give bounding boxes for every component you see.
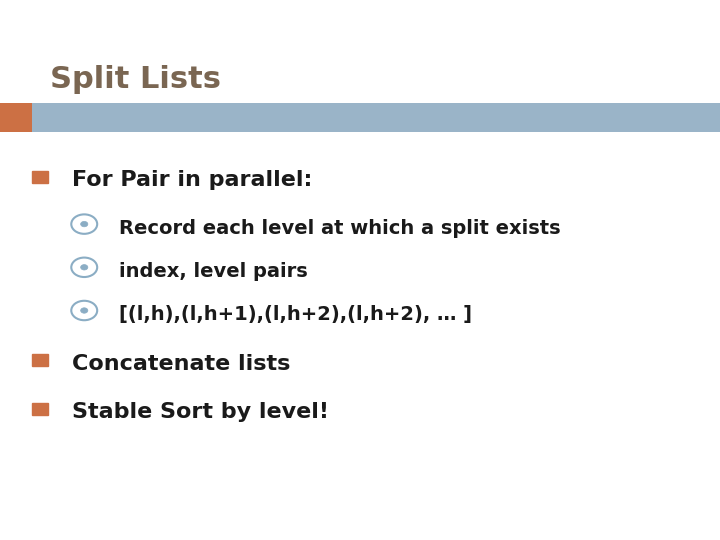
Text: index, level pairs: index, level pairs [119,262,307,281]
Text: For Pair in parallel:: For Pair in parallel: [72,170,312,190]
Text: Stable Sort by level!: Stable Sort by level! [72,402,329,422]
Text: Concatenate lists: Concatenate lists [72,354,290,374]
Text: [(l,h),(l,h+1),(l,h+2),(l,h+2), … ]: [(l,h),(l,h+1),(l,h+2),(l,h+2), … ] [119,305,472,324]
Circle shape [81,308,88,313]
Bar [32,171,48,183]
Bar [0,103,720,132]
Circle shape [81,265,88,270]
Bar [32,403,48,415]
Text: Record each level at which a split exists: Record each level at which a split exist… [119,219,560,238]
Circle shape [81,221,88,227]
Text: Split Lists: Split Lists [50,65,222,94]
Bar [0,103,32,132]
Bar [32,354,48,366]
